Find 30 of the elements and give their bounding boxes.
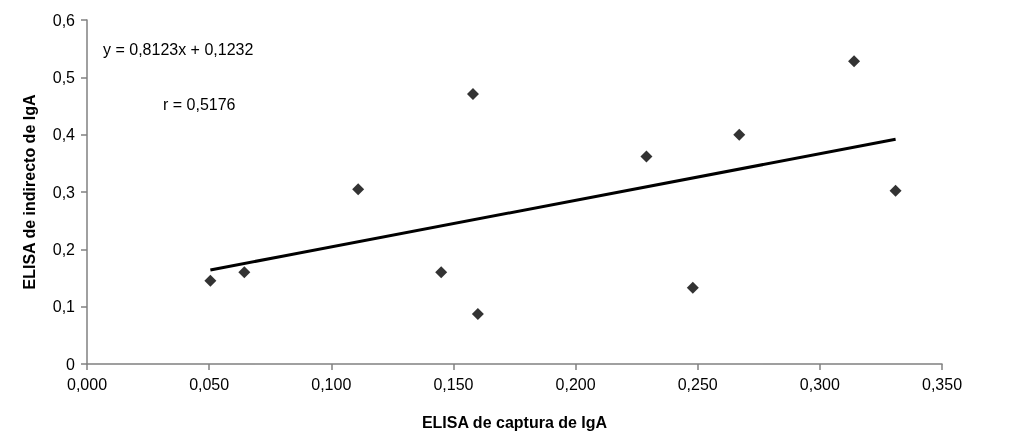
point	[466, 87, 479, 100]
point	[733, 128, 746, 141]
y-tick-label: 0,3	[52, 183, 76, 201]
point	[435, 266, 448, 279]
x-tick-label: 0,100	[311, 375, 352, 393]
x-tick-label: 0,350	[921, 375, 963, 393]
x-tick-label: 0,000	[66, 375, 108, 393]
x-tick-label: 0,300	[799, 375, 840, 393]
x-tick-label: 0,250	[677, 375, 718, 393]
point	[471, 308, 484, 321]
y-tick-label: 0,5	[52, 68, 76, 86]
x-axis-title: ELISA de captura de IgA	[421, 413, 608, 431]
annotation: r = 0,5176	[163, 95, 236, 113]
y-axis-title: ELISA de indirecto de IgA	[20, 94, 38, 290]
annotation: y = 0,8123x + 0,1232	[103, 40, 254, 58]
y-tick-label: 0,4	[52, 126, 76, 144]
point	[352, 183, 365, 196]
x-tick-label: 0,150	[433, 375, 474, 393]
y-tick-label: 0,6	[52, 11, 76, 29]
y-tick-label: 0	[66, 355, 76, 373]
point	[848, 55, 861, 68]
point	[238, 266, 251, 279]
x-tick-label: 0,200	[555, 375, 596, 393]
point	[204, 274, 217, 287]
y-tick-label: 0,1	[52, 298, 76, 316]
y-tick-label: 0,2	[52, 240, 76, 258]
point	[640, 150, 653, 163]
x-tick-label: 0,050	[189, 375, 230, 393]
point	[686, 281, 699, 294]
point	[889, 184, 902, 197]
